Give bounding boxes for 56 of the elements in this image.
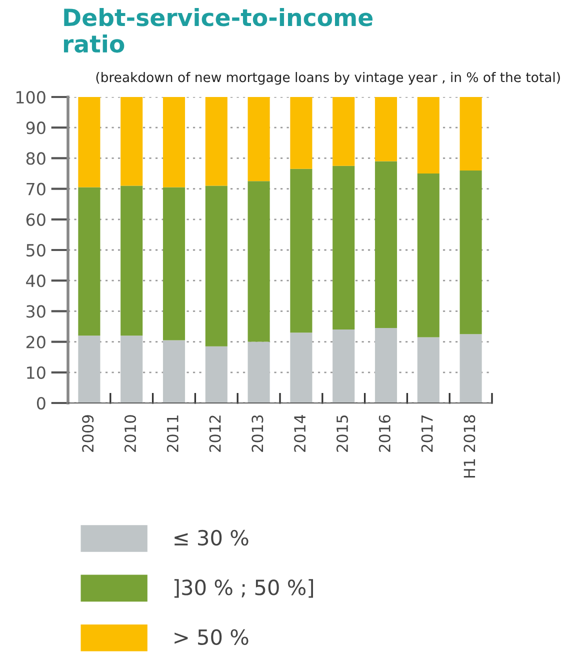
x-tick-label: H1 2018 — [464, 415, 476, 478]
legend-label: ]30 % ; 50 %] — [174, 579, 313, 598]
bar — [460, 170, 482, 334]
bar — [332, 97, 355, 166]
chart-subtitle: (breakdown of new mortgage loans by vintage year , in % of the total) — [96, 72, 560, 85]
y-tick-label: 40 — [26, 274, 46, 288]
x-tick-label: 2014 — [294, 414, 306, 452]
bar — [374, 97, 398, 162]
bar — [374, 161, 398, 328]
bar — [205, 346, 228, 403]
bar — [417, 97, 440, 174]
bar — [248, 181, 270, 342]
y-tick-label: 100 — [16, 90, 46, 104]
bar — [248, 342, 270, 403]
bar — [78, 97, 100, 188]
y-tick-label: 10 — [27, 366, 46, 379]
bar — [205, 186, 228, 346]
y-tick-label: 20 — [26, 336, 46, 348]
y-tick-label: 80 — [26, 152, 46, 165]
y-tick-label: 60 — [26, 213, 46, 226]
bar — [78, 187, 100, 336]
bar — [374, 328, 398, 403]
bar — [78, 336, 100, 403]
y-tick-label: 50 — [26, 244, 46, 257]
bar — [162, 340, 186, 403]
bar — [120, 336, 143, 403]
y-tick-label: 0 — [36, 396, 46, 410]
bar — [248, 97, 270, 182]
x-tick-label: 2017 — [421, 415, 433, 452]
x-tick-label: 2012 — [209, 416, 221, 452]
bar — [290, 168, 312, 333]
bar — [417, 337, 440, 403]
bar — [120, 186, 143, 336]
y-tick-label: 30 — [26, 305, 46, 318]
x-tick-label: 2010 — [124, 415, 136, 452]
x-tick-label: 2015 — [336, 415, 348, 452]
bar — [120, 97, 143, 186]
y-tick-label: 70 — [26, 182, 46, 196]
bar — [290, 332, 312, 403]
x-tick-label: 2013 — [252, 415, 264, 452]
bar — [332, 330, 355, 403]
bar — [332, 166, 355, 330]
bar — [417, 174, 440, 338]
bar — [460, 334, 482, 403]
x-tick-label: 2009 — [82, 415, 94, 452]
bar — [162, 97, 186, 188]
bar — [290, 97, 312, 169]
chart-title: Debt-service-to-income ratio — [64, 8, 373, 53]
bar — [460, 97, 482, 170]
x-tick-label: 2011 — [166, 416, 178, 452]
legend-label: > 50 % — [174, 629, 248, 645]
bar — [205, 97, 228, 186]
bar — [162, 187, 186, 340]
y-tick-label: 90 — [26, 122, 46, 134]
legend-label: ≤ 30 % — [174, 530, 248, 546]
x-tick-label: 2016 — [378, 415, 390, 452]
